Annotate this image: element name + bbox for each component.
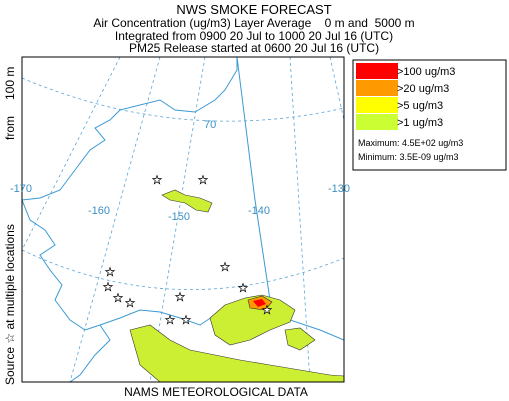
smoke-area xyxy=(284,327,316,351)
meridian xyxy=(22,57,121,251)
meridian xyxy=(69,57,161,382)
smoke-area xyxy=(129,324,344,382)
legend-swatch xyxy=(356,114,398,130)
source-label: Source ☆ at multiple locations xyxy=(3,224,17,385)
legend-swatch xyxy=(356,63,398,79)
legend-swatch xyxy=(356,80,398,96)
legend-label: >5 ug/m3 xyxy=(397,100,443,112)
height-label: 100 m xyxy=(3,67,17,100)
side-label: Source ☆ at multiple locations from 100 … xyxy=(3,67,17,385)
coastline xyxy=(22,57,238,201)
map-frame: 70 -170 -160 -150 -140 -130 xyxy=(10,56,350,383)
legend-swatch xyxy=(356,97,398,113)
smoke-core xyxy=(253,299,266,307)
graticule-label: -160 xyxy=(88,205,110,217)
meridian xyxy=(289,57,311,382)
graticule-label: -170 xyxy=(10,183,32,195)
frame xyxy=(21,56,345,383)
subtitle: Air Concentration (ug/m3) Layer Average … xyxy=(93,16,414,30)
legend-label: >20 ug/m3 xyxy=(397,83,449,95)
graticule-label: 70 xyxy=(204,119,216,131)
coastline xyxy=(22,199,111,382)
footer: NAMS METEOROLOGICAL DATA xyxy=(124,385,308,399)
latitude-line xyxy=(22,77,344,122)
legend: Maximum: 4.5E+02 ug/m3 Minimum: 3.5E-09 … xyxy=(352,59,507,171)
title: NWS SMOKE FORECAST xyxy=(176,2,331,17)
subtitle: Integrated from 0900 20 Jul to 1000 20 J… xyxy=(115,29,393,43)
graticule-label: -150 xyxy=(168,211,190,223)
smoke-area xyxy=(161,189,213,213)
meridian xyxy=(329,57,344,121)
legend-label: >100 ug/m3 xyxy=(397,66,455,78)
subtitle: PM25 Release started at 0600 20 Jul 16 (… xyxy=(129,41,379,55)
legend-min: Minimum: 3.5E-09 ug/m3 xyxy=(358,152,459,162)
smoke-area xyxy=(209,294,296,346)
graticule-label: -130 xyxy=(328,183,350,195)
from-label: from xyxy=(3,116,17,140)
graticule-label: -140 xyxy=(248,205,270,217)
latitude-line xyxy=(22,249,344,291)
legend-label: >1 ug/m3 xyxy=(397,117,443,129)
legend-max: Maximum: 4.5E+02 ug/m3 xyxy=(358,138,463,148)
